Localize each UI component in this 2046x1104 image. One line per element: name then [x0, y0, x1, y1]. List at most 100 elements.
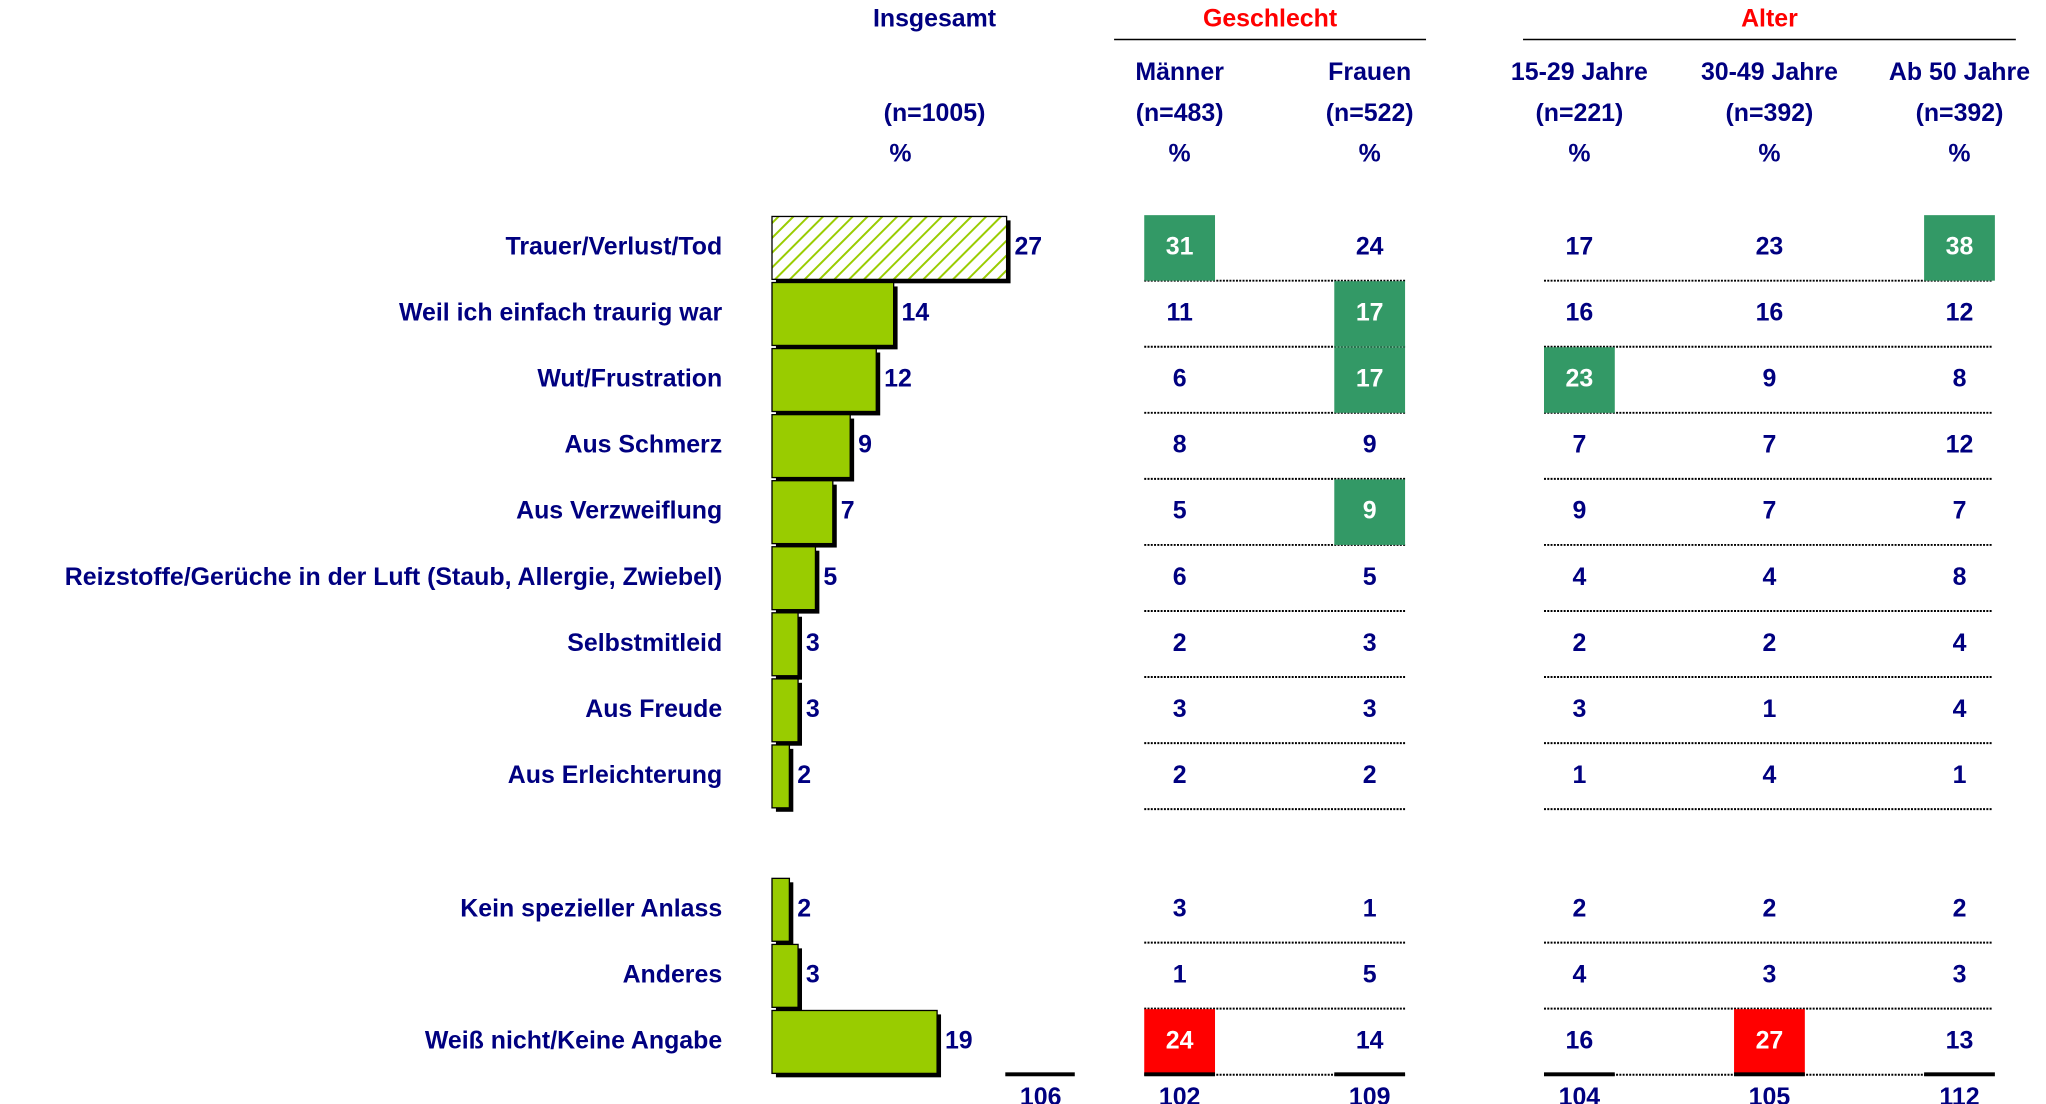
cell-value: 2 — [1763, 629, 1777, 657]
cell-value: 31 — [1166, 232, 1194, 260]
cell-value: 8 — [1173, 431, 1187, 459]
cell-value: 4 — [1763, 563, 1777, 591]
cell-value: 3 — [1763, 960, 1777, 988]
bar — [771, 877, 791, 942]
cell-value: 16 — [1566, 1027, 1594, 1055]
total-line — [1144, 1072, 1216, 1077]
row-label: Weil ich einfach traurig war — [399, 299, 723, 327]
cell-value: 5 — [1173, 497, 1187, 525]
column-unit: % — [1568, 139, 1590, 167]
cell-value: 1 — [1173, 960, 1187, 988]
column-n: (n=522) — [1326, 99, 1414, 127]
cell-value: 17 — [1566, 232, 1594, 260]
bar — [771, 347, 877, 413]
row-label: Aus Schmerz — [564, 431, 722, 459]
total-line — [1334, 1072, 1406, 1077]
bar — [771, 943, 799, 1008]
cell-value: 11 — [1166, 299, 1192, 327]
bar — [771, 744, 791, 809]
bar-value: 12 — [884, 365, 912, 393]
bar-value: 19 — [945, 1027, 973, 1055]
cell-value: 1 — [1763, 695, 1777, 723]
cell-value: 1 — [1953, 761, 1967, 789]
cell-highlight — [1334, 281, 1406, 347]
column-unit: % — [1359, 139, 1381, 167]
cell-value: 6 — [1173, 563, 1187, 591]
row-label: Kein spezieller Anlass — [460, 894, 722, 922]
bar — [771, 612, 799, 677]
cell-value: 4 — [1953, 695, 1967, 723]
row-label: Anderes — [623, 960, 723, 988]
column-unit: % — [1948, 139, 1970, 167]
bar-value: 3 — [806, 629, 820, 657]
row-label: Reizstoffe/Gerüche in der Luft (Staub, A… — [65, 563, 722, 591]
cell-highlight — [1144, 215, 1216, 281]
cell-value: 8 — [1953, 365, 1967, 393]
overall-title: Insgesamt — [873, 4, 996, 32]
bar — [771, 678, 799, 743]
cell-value: 3 — [1953, 960, 1967, 988]
cell-value: 16 — [1566, 299, 1594, 327]
cell-value: 3 — [1363, 695, 1377, 723]
column-unit: % — [1169, 139, 1191, 167]
cell-value: 23 — [1566, 365, 1594, 393]
total-line — [1005, 1072, 1075, 1077]
bar — [771, 215, 1008, 281]
cell-value: 9 — [1763, 365, 1777, 393]
cell-value: 2 — [1953, 894, 1967, 922]
cell-value: 7 — [1572, 431, 1586, 459]
cell-value: 38 — [1946, 232, 1974, 260]
cell-value: 27 — [1756, 1027, 1784, 1055]
bar-value: 27 — [1014, 232, 1042, 260]
bar — [771, 1009, 938, 1075]
cell-value: 7 — [1763, 431, 1777, 459]
cell-value: 2 — [1173, 761, 1187, 789]
cell-value: 2 — [1572, 894, 1586, 922]
column-title: 15-29 Jahre — [1511, 58, 1648, 86]
group-title: Alter — [1741, 4, 1798, 32]
column-total: 102 — [1159, 1083, 1201, 1104]
cell-value: 5 — [1363, 563, 1377, 591]
total-line — [1734, 1072, 1805, 1077]
cell-value: 2 — [1173, 629, 1187, 657]
cell-value: 3 — [1572, 695, 1586, 723]
bar — [771, 546, 817, 611]
cell-value: 2 — [1763, 894, 1777, 922]
cell-highlight — [1734, 1009, 1805, 1075]
bar-value: 14 — [902, 299, 930, 327]
cell-value: 24 — [1356, 232, 1384, 260]
cell-value: 17 — [1356, 365, 1384, 393]
total: 106 — [1020, 1083, 1062, 1104]
bar-value: 2 — [797, 761, 811, 789]
bar — [771, 413, 851, 479]
row-label: Weiß nicht/Keine Angabe — [425, 1027, 722, 1055]
cell-value: 6 — [1173, 365, 1187, 393]
cell-value: 9 — [1572, 497, 1586, 525]
bar-value: 2 — [797, 894, 811, 922]
row-label: Trauer/Verlust/Tod — [505, 232, 722, 260]
cell-value: 12 — [1946, 299, 1974, 327]
cell-highlight — [1544, 347, 1615, 413]
cell-highlight — [1924, 215, 1995, 281]
cell-value: 9 — [1363, 497, 1377, 525]
column-total: 112 — [1939, 1083, 1979, 1104]
cell-value: 9 — [1363, 431, 1377, 459]
row-label: Aus Verzweiflung — [516, 497, 722, 525]
column-title: Frauen — [1328, 58, 1411, 86]
bar — [771, 281, 895, 347]
cell-value: 5 — [1363, 960, 1377, 988]
column-total: 109 — [1349, 1083, 1391, 1104]
bar-value: 7 — [841, 497, 855, 525]
cell-value: 14 — [1356, 1027, 1384, 1055]
cell-value: 24 — [1166, 1027, 1194, 1055]
bar-value: 3 — [806, 960, 820, 988]
cell-value: 7 — [1953, 497, 1967, 525]
bar-value: 3 — [806, 695, 820, 723]
column-unit: % — [1758, 139, 1780, 167]
group-title: Geschlecht — [1203, 4, 1337, 32]
column-title: Ab 50 Jahre — [1889, 58, 2030, 86]
cell-value: 16 — [1756, 299, 1784, 327]
cell-value: 4 — [1572, 563, 1586, 591]
cell-value: 23 — [1756, 232, 1784, 260]
